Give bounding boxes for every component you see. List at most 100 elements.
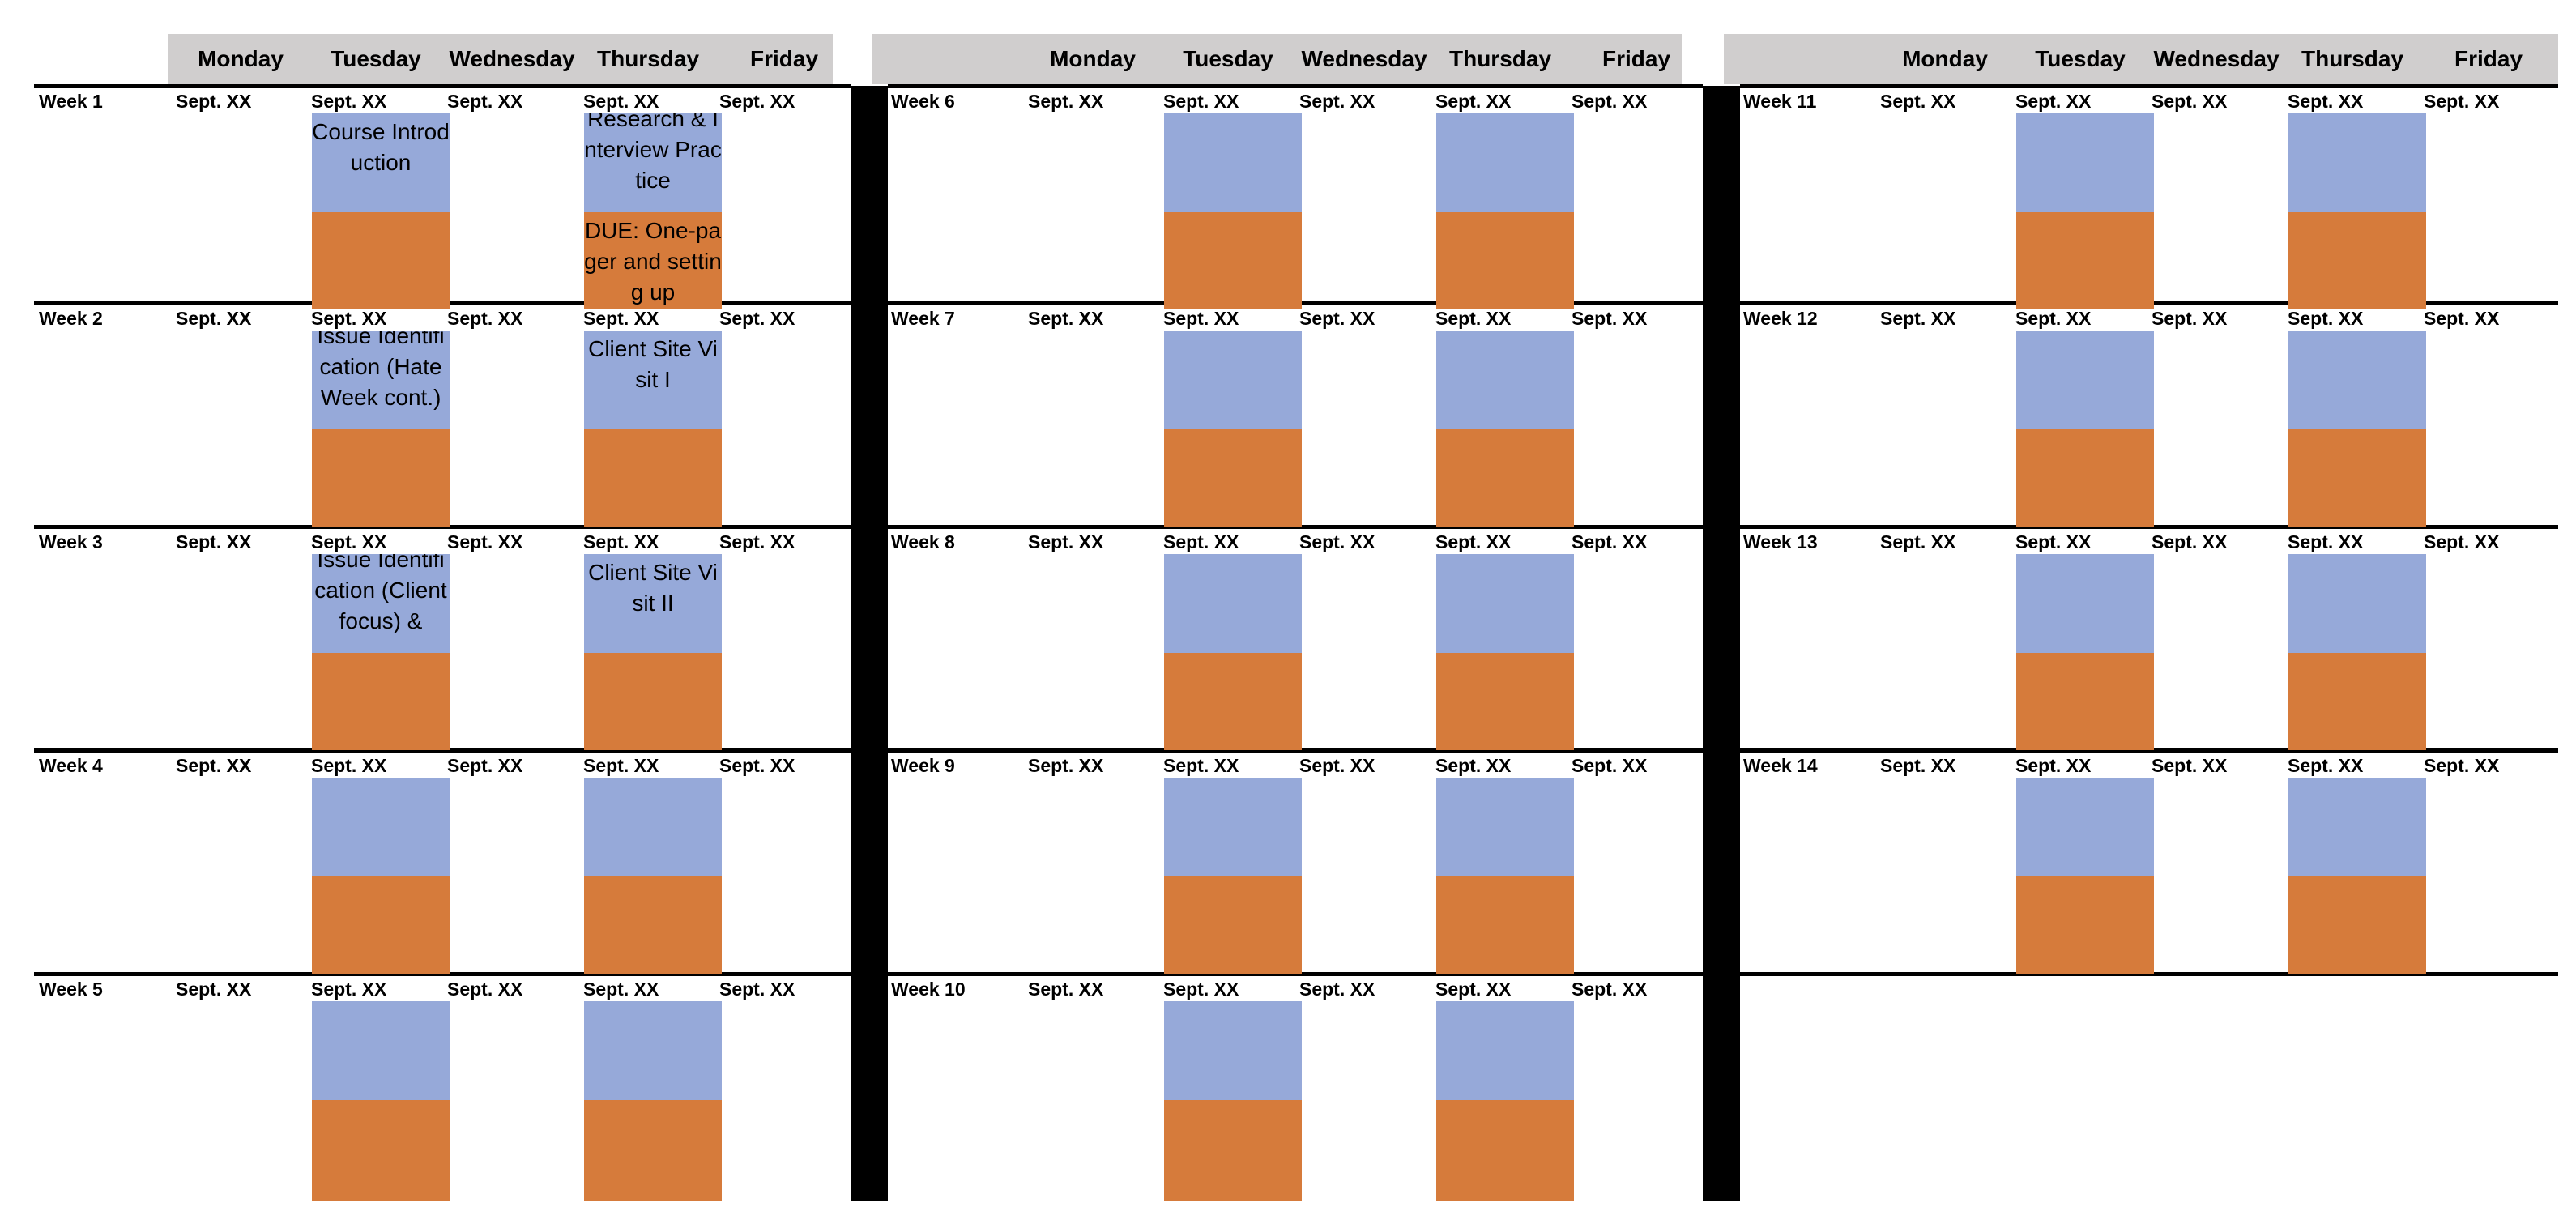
date-label: Sept. XX: [447, 755, 523, 776]
day-header-thursday: Thursday: [596, 46, 700, 71]
day-header-monday: Monday: [1050, 46, 1136, 71]
row-divider: [1740, 525, 2558, 529]
week-label: Week 13: [1743, 531, 1818, 552]
thursday-session-box: Research & Interview Practice: [584, 113, 722, 212]
thursday-assignment-box: [2288, 429, 2426, 527]
date-label: Sept. XX: [2152, 755, 2228, 776]
tuesday-session-box: [312, 778, 450, 876]
day-header-wednesday: Wednesday: [1301, 46, 1427, 71]
thursday-assignment-box: [1436, 429, 1574, 527]
week-label: Week 7: [891, 308, 955, 329]
date-label: Sept. XX: [2424, 91, 2500, 112]
block-separator: [1703, 86, 1740, 1201]
tuesday-assignment-box: [312, 429, 450, 527]
header-band-3: [1724, 34, 2558, 84]
tuesday-session-box: [2016, 554, 2154, 653]
thursday-session-box: [2288, 113, 2426, 212]
day-header-tuesday: Tuesday: [331, 46, 421, 71]
thursday-session-box: Client Site Visit II: [584, 554, 722, 653]
tuesday-session-box: [2016, 331, 2154, 429]
thursday-session-box: [1436, 113, 1574, 212]
row-divider: [888, 972, 1703, 976]
tuesday-session-box: [1164, 778, 1302, 876]
block-separator: [851, 86, 888, 1201]
tuesday-assignment-box: [312, 212, 450, 309]
day-header-tuesday: Tuesday: [1183, 46, 1273, 71]
date-label: Sept. XX: [1299, 531, 1375, 552]
thursday-session-box: Client Site Visit I: [584, 331, 722, 429]
thursday-assignment-box: DUE: One-pager and setting up: [584, 212, 722, 309]
thursday-session-box: [2288, 554, 2426, 653]
row-divider: [34, 748, 851, 753]
thursday-session-title: Client Site Visit I: [588, 336, 718, 392]
tuesday-session-box: [2016, 113, 2154, 212]
date-label: Sept. XX: [2288, 308, 2364, 329]
date-label: Sept. XX: [176, 755, 252, 776]
date-label: Sept. XX: [2152, 91, 2228, 112]
date-label: Sept. XX: [2288, 91, 2364, 112]
date-label: Sept. XX: [1880, 308, 1956, 329]
row-divider: [888, 525, 1703, 529]
thursday-session-title: Client Site Visit II: [588, 560, 718, 616]
row-divider: [34, 972, 851, 976]
tuesday-session-title: Course Introduction: [312, 119, 450, 175]
thursday-assignment-box: [584, 1100, 722, 1201]
tuesday-assignment-box: [1164, 653, 1302, 750]
thursday-session-box: [1436, 778, 1574, 876]
date-label: Sept. XX: [1163, 308, 1239, 329]
date-label: Sept. XX: [2424, 755, 2500, 776]
date-label: Sept. XX: [719, 531, 795, 552]
thursday-session-box: [2288, 778, 2426, 876]
tuesday-assignment-box: [1164, 429, 1302, 527]
date-label: Sept. XX: [1572, 755, 1648, 776]
thursday-assignment-text: DUE: One-pager and setting up: [584, 218, 722, 305]
thursday-assignment-box: [1436, 1100, 1574, 1201]
day-header-wednesday: Wednesday: [449, 46, 575, 71]
tuesday-assignment-box: [2016, 212, 2154, 309]
tuesday-assignment-box: [312, 653, 450, 750]
week-label: Week 12: [1743, 308, 1818, 329]
date-label: Sept. XX: [1028, 91, 1104, 112]
row-divider: [34, 84, 851, 88]
day-header-monday: Monday: [198, 46, 284, 71]
tuesday-session-box: Course Introduction: [312, 113, 450, 212]
date-label: Sept. XX: [311, 755, 387, 776]
date-label: Sept. XX: [583, 531, 659, 552]
tuesday-session-box: [312, 1001, 450, 1100]
day-header-friday: Friday: [2454, 46, 2523, 71]
date-label: Sept. XX: [1435, 308, 1512, 329]
date-label: Sept. XX: [1028, 531, 1104, 552]
date-label: Sept. XX: [176, 979, 252, 1000]
thursday-assignment-box: [1436, 876, 1574, 974]
date-label: Sept. XX: [1435, 979, 1512, 1000]
thursday-assignment-box: [2288, 212, 2426, 309]
date-label: Sept. XX: [447, 531, 523, 552]
week-label: Week 6: [891, 91, 955, 112]
row-divider: [1740, 748, 2558, 753]
tuesday-session-box: [2016, 778, 2154, 876]
week-label: Week 11: [1743, 91, 1817, 112]
day-header-thursday: Thursday: [2301, 46, 2404, 71]
tuesday-session-box: [1164, 554, 1302, 653]
tuesday-session-box: Issue Identification (Client focus) &: [312, 554, 450, 653]
tuesday-session-box: [1164, 1001, 1302, 1100]
thursday-session-box: [584, 778, 722, 876]
thursday-session-box: [1436, 554, 1574, 653]
header-band-2: [872, 34, 1682, 84]
date-label: Sept. XX: [1299, 979, 1375, 1000]
tuesday-assignment-box: [2016, 876, 2154, 974]
tuesday-assignment-box: [1164, 212, 1302, 309]
thursday-session-box: [1436, 331, 1574, 429]
thursday-assignment-box: [2288, 653, 2426, 750]
date-label: Sept. XX: [1299, 308, 1375, 329]
week-label: Week 1: [39, 91, 103, 112]
thursday-session-box: [2288, 331, 2426, 429]
day-header-tuesday: Tuesday: [2035, 46, 2126, 71]
date-label: Sept. XX: [1880, 755, 1956, 776]
date-label: Sept. XX: [176, 91, 252, 112]
date-label: Sept. XX: [1435, 531, 1512, 552]
date-label: Sept. XX: [719, 979, 795, 1000]
row-divider: [34, 525, 851, 529]
date-label: Sept. XX: [311, 979, 387, 1000]
